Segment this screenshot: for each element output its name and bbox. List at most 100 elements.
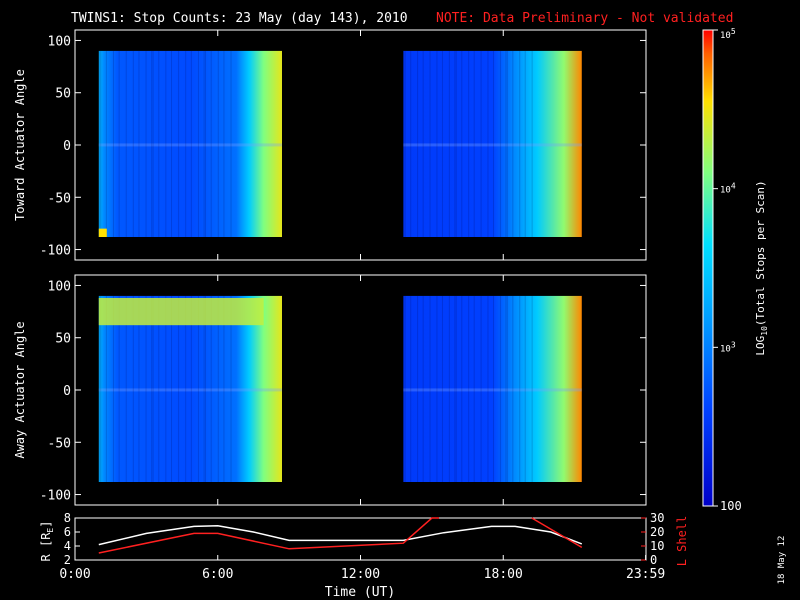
colorbar-tick-label: 104 (720, 182, 736, 196)
lshell-tick-label: 10 (650, 539, 664, 553)
time-axis-ticks: 0:00 6:00 12:00 18:00 23:59 (59, 555, 665, 582)
heatmap-streak (98, 295, 100, 482)
lshell-tick-label: 20 (650, 525, 664, 539)
heatmap-streak (151, 50, 153, 238)
heatmap-streak (480, 295, 482, 482)
y-tick-label: -50 (48, 191, 71, 206)
colorbar-tick-label: 103 (720, 340, 736, 354)
time-axis-label: Time (UT) (325, 585, 395, 600)
heatmap-streak (493, 295, 495, 482)
heatmap-streak (436, 295, 438, 482)
away-y-ticks: 100 50 0 -50 -100 (40, 275, 647, 505)
y-tick-label: 0 (63, 139, 71, 154)
y-tick-label: -100 (40, 244, 71, 259)
heatmap-streak (448, 295, 450, 482)
heatmap-streak (171, 295, 173, 482)
heatmap-streak (506, 295, 508, 482)
y-tick-label: 100 (48, 34, 71, 49)
heatmap-streak (422, 295, 424, 482)
heatmap-streak (519, 50, 521, 238)
y-tick-label: -50 (48, 436, 71, 451)
toward-y-axis-label: Toward Actuator Angle (13, 69, 27, 221)
heatmap-streak (190, 50, 192, 238)
r-tick-label: 2 (64, 553, 71, 567)
heatmap-streak (217, 50, 219, 238)
colorbar-frame (702, 29, 714, 507)
colorbar-tick-label: 105 (720, 27, 736, 41)
heatmap-streak (461, 50, 463, 238)
preliminary-note: NOTE: Data Preliminary - Not validated (436, 11, 733, 26)
heatmap-streak (223, 50, 225, 238)
heatmap-streak (152, 295, 154, 482)
heatmap-streak (185, 295, 187, 482)
heatmap-streak (190, 295, 192, 482)
time-tick-label: 0:00 (59, 567, 90, 582)
colorbar: 105 104 103 100 LOG10(Total Stops per Scan) (702, 27, 769, 513)
heatmap-streak (223, 295, 225, 482)
r-tick-label: 8 (64, 511, 71, 525)
heatmap-streak (203, 295, 205, 482)
heatmap-streak (105, 50, 107, 238)
toward-heatmap-data (98, 50, 582, 238)
heatmap-streak (410, 295, 412, 482)
toward-y-ticks: 100 50 0 -50 -100 (40, 30, 647, 260)
heatmap-streak (205, 295, 207, 482)
y-tick-label: -100 (40, 489, 71, 504)
y-tick-label: 0 (63, 384, 71, 399)
r-tick-label: 6 (64, 525, 71, 539)
heatmap-hotspot (98, 228, 107, 237)
away-y-axis-label: Away Actuator Angle (13, 321, 27, 458)
heatmap-block (403, 295, 582, 482)
heatmap-streak (473, 295, 475, 482)
heatmap-streak (152, 50, 154, 238)
heatmap-streak (454, 295, 456, 482)
heatmap-streak (480, 50, 482, 238)
lshell-axis-label: L Shell (675, 516, 689, 567)
heatmap-streak (455, 50, 457, 238)
toward-heatmap-panel: 100 50 0 -50 -100 Toward Actuator Angle (13, 29, 647, 261)
heatmap-streak (455, 295, 457, 482)
chart-title: TWINS1: Stop Counts: 23 May (day 143), 2… (71, 11, 408, 26)
heatmap-streak (205, 50, 207, 238)
heatmap-streak (505, 295, 507, 482)
heatmap-streak (132, 50, 134, 238)
colorbar-label: LOG10(Total Stops per Scan) (754, 180, 769, 355)
heatmap-hotband (98, 298, 264, 326)
heatmap-streak (112, 295, 114, 482)
heatmap-streak (410, 50, 412, 238)
heatmap-streak (210, 50, 212, 238)
heatmap-streak (519, 295, 521, 482)
heatmap-streak (473, 50, 475, 238)
y-tick-label: 50 (55, 87, 71, 102)
lshell-tick-label: 0 (650, 553, 657, 567)
heatmap-streak (417, 295, 419, 482)
heatmap-streak (178, 295, 180, 482)
heatmap-streak (403, 295, 405, 482)
heatmap-streak (118, 50, 120, 238)
heatmap-streak (487, 50, 489, 238)
heatmap-streak (230, 50, 232, 238)
heatmap-streak (506, 50, 508, 238)
heatmap-streak (145, 50, 147, 238)
heatmap-streak (197, 295, 199, 482)
heatmap-streak (217, 295, 219, 482)
time-tick-label: 23:59 (626, 567, 665, 582)
heatmap-streak (210, 295, 212, 482)
lshell-tick-label: 30 (650, 511, 664, 525)
heatmap-streak (151, 295, 153, 482)
heatmap-streak (499, 295, 501, 482)
heatmap-streak (524, 295, 526, 482)
heatmap-streak (165, 295, 167, 482)
time-tick-label: 18:00 (484, 567, 523, 582)
heatmap-zero-band (98, 388, 282, 392)
heatmap-streak (531, 50, 533, 238)
heatmap-streak (512, 50, 514, 238)
heatmap-streak (185, 50, 187, 238)
heatmap-zero-band (403, 388, 582, 392)
heatmap-streak (429, 295, 431, 482)
heatmap-streak (125, 295, 127, 482)
heatmap-streak (158, 50, 160, 238)
heatmap-streak (197, 50, 199, 238)
heatmap-streak (454, 50, 456, 238)
